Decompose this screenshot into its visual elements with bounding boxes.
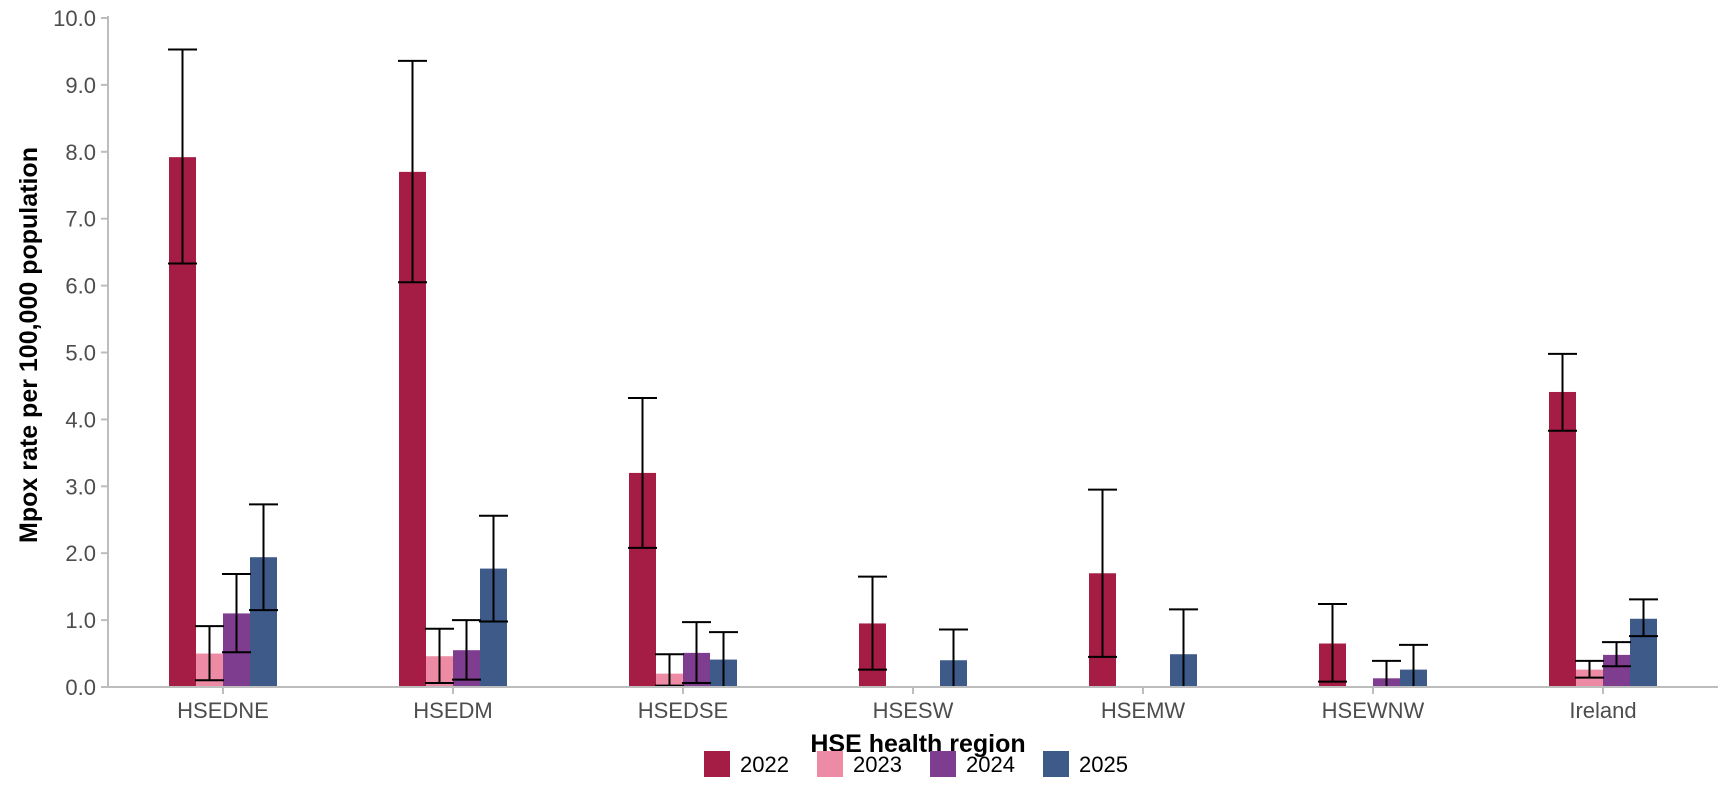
y-tick-label: 9.0 — [65, 73, 96, 98]
error-bars — [168, 48, 1658, 688]
x-axis-title: HSE health region — [810, 730, 1025, 758]
y-tick-label: 8.0 — [65, 140, 96, 165]
legend-label: 2022 — [740, 752, 789, 777]
y-tick-label: 6.0 — [65, 274, 96, 299]
legend: 2022 2023 2024 2025 — [704, 751, 1128, 777]
legend-swatch-2024 — [930, 751, 956, 777]
legend-swatch-2022 — [704, 751, 730, 777]
x-tick-label: HSEDSE — [638, 698, 728, 723]
x-tick-label: HSEDM — [413, 698, 492, 723]
y-axis: 0.0 1.0 2.0 3.0 4.0 5.0 6.0 7.0 8.0 9.0 10.0 — [53, 6, 109, 700]
x-tick-label: Ireland — [1569, 698, 1636, 723]
bar-2022-Ireland — [1549, 391, 1576, 687]
x-tick-label: HSEWNW — [1322, 698, 1425, 723]
legend-label: 2025 — [1079, 752, 1128, 777]
y-tick-label: 0.0 — [65, 675, 96, 700]
y-tick-label: 4.0 — [65, 407, 96, 432]
x-tick-label: HSEMW — [1101, 698, 1186, 723]
x-tick-label: HSEDNE — [177, 698, 269, 723]
y-tick-label: 7.0 — [65, 207, 96, 232]
y-axis-title: Mpox rate per 100,000 population — [15, 147, 43, 543]
legend-label: 2023 — [853, 752, 902, 777]
y-tick-label: 1.0 — [65, 608, 96, 633]
bars — [169, 157, 1657, 688]
x-axis: HSEDNE HSEDM HSEDSE HSESW HSEMW HSEWNW Ireland — [108, 686, 1718, 723]
y-tick-label: 3.0 — [65, 474, 96, 499]
legend-swatch-2025 — [1043, 751, 1069, 777]
y-tick-label: 5.0 — [65, 341, 96, 366]
legend-swatch-2023 — [817, 751, 843, 777]
y-tick-label: 2.0 — [65, 541, 96, 566]
legend-label: 2024 — [966, 752, 1015, 777]
y-tick-label: 10.0 — [53, 6, 96, 31]
x-tick-label: HSESW — [873, 698, 954, 723]
